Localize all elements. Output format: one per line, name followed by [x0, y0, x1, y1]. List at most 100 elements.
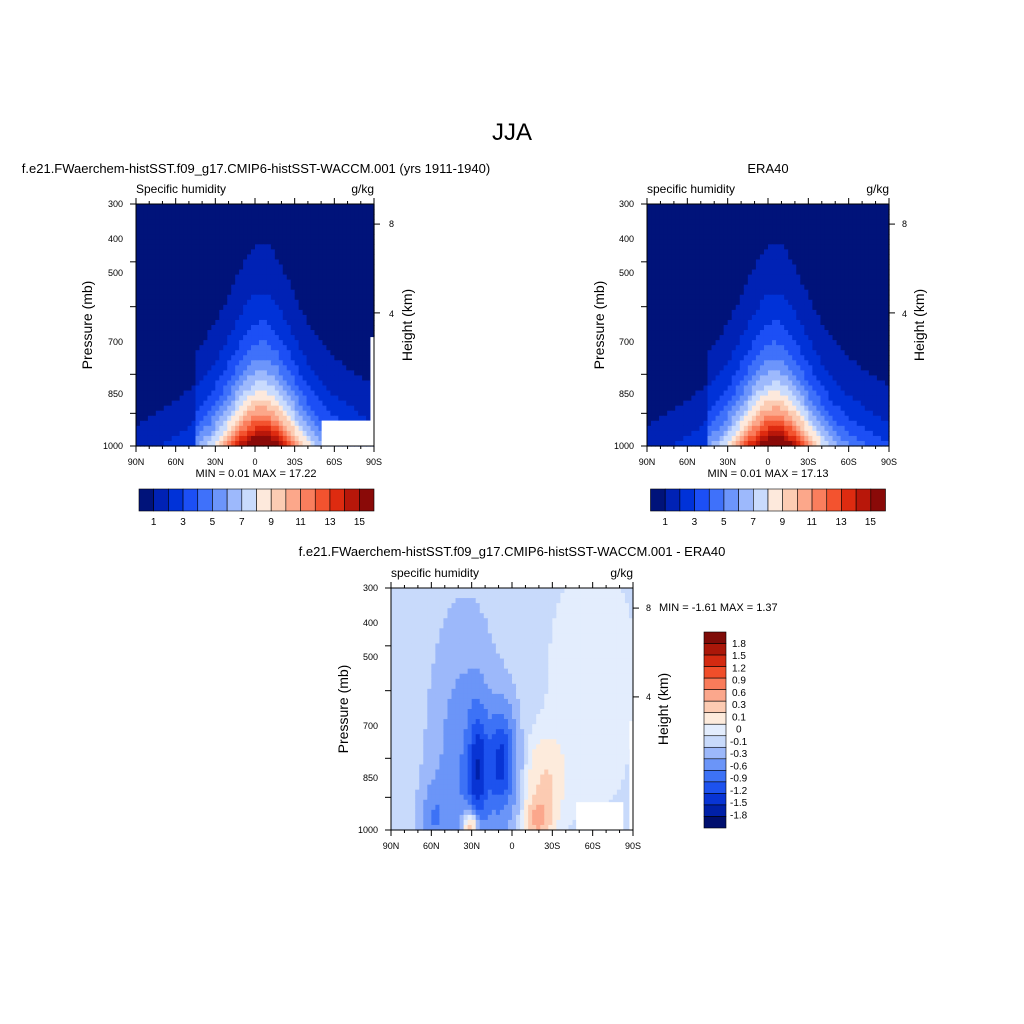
- field-cell: [723, 314, 729, 321]
- field-cell: [266, 440, 272, 447]
- field-cell: [274, 294, 280, 301]
- field-cell: [243, 254, 248, 261]
- colorbar-swatch: [241, 488, 257, 512]
- field-cell: [723, 254, 729, 261]
- field-cell: [298, 209, 304, 215]
- field-cell: [155, 400, 161, 407]
- field-cell: [671, 274, 676, 281]
- field-cell: [187, 239, 193, 245]
- field-cell: [366, 360, 371, 366]
- field-cell: [667, 304, 672, 311]
- field-cell: [792, 229, 797, 235]
- field-cell: [139, 380, 145, 387]
- field-cell: [302, 234, 308, 240]
- field-cell: [302, 330, 308, 336]
- field-cell: [856, 294, 862, 301]
- field-cell: [175, 410, 181, 417]
- field-cell: [687, 239, 692, 245]
- field-cell: [788, 299, 793, 306]
- field-cell: [270, 229, 276, 235]
- field-cell: [731, 319, 737, 326]
- field-cell: [318, 224, 324, 230]
- field-cell: [183, 209, 189, 215]
- field-cell: [175, 254, 181, 261]
- field-cell: [884, 254, 890, 261]
- field-cell: [243, 264, 248, 271]
- field-cell: [703, 365, 709, 371]
- field-cell: [647, 370, 652, 377]
- field-cell: [743, 314, 749, 321]
- field-cell: [350, 279, 355, 286]
- field-cell: [136, 294, 141, 301]
- field-cell: [370, 294, 375, 301]
- field-cell: [856, 209, 862, 215]
- field-cell: [362, 375, 367, 382]
- field-cell: [731, 254, 737, 261]
- field-cell: [699, 325, 705, 331]
- field-cell: [167, 435, 173, 442]
- field-cell: [330, 385, 335, 392]
- field-cell: [763, 314, 769, 321]
- field-cell: [278, 365, 284, 371]
- field-cell: [755, 345, 761, 351]
- field-cell: [715, 325, 721, 331]
- field-cell: [314, 264, 320, 271]
- field-cell: [223, 410, 228, 417]
- field-cell: [354, 360, 359, 366]
- field-cell: [880, 229, 886, 235]
- field-cell: [191, 279, 197, 286]
- field-cell: [227, 365, 232, 371]
- field-cell: [687, 284, 692, 291]
- field-cell: [330, 375, 335, 382]
- field-cell: [366, 274, 371, 281]
- field-cell: [290, 214, 296, 220]
- field-cell: [167, 330, 173, 336]
- field-cell: [322, 229, 327, 235]
- field-cell: [302, 375, 308, 382]
- field-cell: [318, 269, 324, 276]
- field-cell: [187, 314, 193, 321]
- field-cell: [330, 309, 335, 316]
- field-cell: [251, 229, 256, 235]
- field-cell: [282, 319, 288, 326]
- field-cell: [243, 284, 248, 291]
- field-cell: [772, 264, 777, 271]
- field-cell: [203, 214, 208, 220]
- field-cell: [362, 390, 367, 397]
- field-cell: [143, 214, 149, 220]
- field-cell: [687, 259, 692, 266]
- field-cell: [278, 274, 284, 281]
- field-cell: [298, 299, 304, 306]
- field-cell: [840, 345, 846, 351]
- field-cell: [163, 325, 169, 331]
- field-cell: [366, 314, 371, 321]
- field-cell: [707, 319, 713, 326]
- field-cell: [175, 269, 181, 276]
- field-cell: [699, 319, 705, 326]
- panel-model-ytick-right: 4: [389, 309, 394, 319]
- field-cell: [231, 239, 236, 245]
- field-cell: [370, 259, 375, 266]
- field-cell: [282, 330, 288, 336]
- field-cell: [235, 345, 240, 351]
- field-cell: [266, 264, 272, 271]
- field-cell: [266, 335, 272, 341]
- field-cell: [828, 239, 834, 245]
- field-cell: [290, 410, 296, 417]
- field-cell: [751, 314, 757, 321]
- field-cell: [262, 370, 268, 377]
- field-cell: [703, 279, 709, 286]
- field-cell: [247, 229, 252, 235]
- field-cell: [800, 279, 805, 286]
- field-cell: [139, 370, 145, 377]
- field-cell: [294, 209, 300, 215]
- field-cell: [816, 299, 822, 306]
- field-cell: [699, 350, 705, 356]
- field-cell: [191, 350, 197, 356]
- field-cell: [306, 440, 312, 447]
- field-cell: [711, 234, 717, 240]
- field-cell: [286, 415, 292, 422]
- field-cell: [711, 289, 717, 296]
- field-cell: [735, 219, 741, 225]
- colorbar-swatch: [270, 488, 287, 512]
